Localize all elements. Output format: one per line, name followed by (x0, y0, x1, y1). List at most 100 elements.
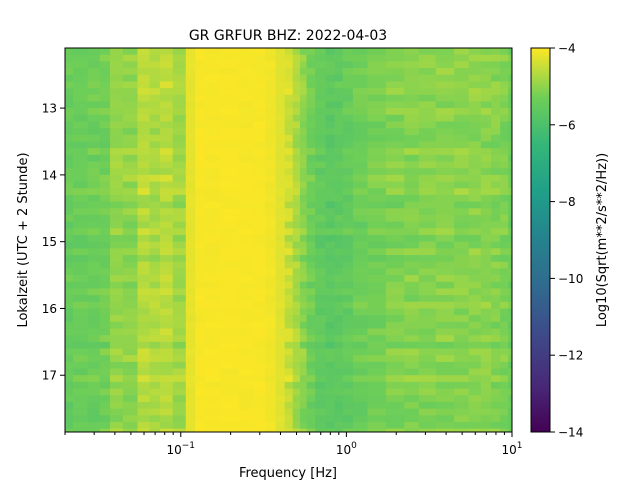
x-tick-base: 10 (501, 443, 516, 457)
heatmap-cell (204, 308, 221, 316)
heatmap-cell (306, 234, 316, 243)
heatmap-cell (508, 361, 513, 369)
heatmap-cell (284, 361, 294, 369)
heatmap-cell (265, 388, 277, 396)
heatmap-cell (404, 174, 420, 182)
heatmap-cell (220, 61, 240, 69)
heatmap-cell (418, 61, 437, 69)
heatmap-cell (87, 381, 101, 389)
heatmap-cell (204, 81, 221, 89)
heatmap-cell (284, 194, 294, 202)
heatmap-cell (508, 201, 513, 209)
heatmap-cell (385, 275, 405, 283)
heatmap-cell (159, 114, 174, 122)
heatmap-cell (238, 401, 254, 410)
heatmap-cell (265, 355, 277, 363)
heatmap-cell (73, 348, 89, 356)
heatmap-cell (253, 121, 266, 129)
heatmap-cell (87, 208, 101, 216)
heatmap-cell (292, 408, 301, 416)
heatmap-cell (65, 341, 74, 349)
heatmap-cell (500, 168, 509, 176)
heatmap-cell (342, 415, 354, 423)
heatmap-cell (500, 275, 509, 283)
heatmap-cell (500, 335, 509, 343)
heatmap-cell (500, 415, 509, 423)
heatmap-cell (468, 381, 482, 389)
heatmap-cell (334, 141, 343, 149)
heatmap-cell (468, 328, 482, 336)
heatmap-cell (342, 141, 354, 149)
heatmap-cell (334, 81, 343, 89)
heatmap-cell (265, 148, 277, 156)
heatmap-cell (275, 288, 286, 296)
heatmap-cell (325, 141, 335, 149)
heatmap-cell (468, 181, 482, 189)
heatmap-cell (73, 94, 89, 102)
heatmap-cell (435, 181, 455, 189)
heatmap-cell (508, 381, 513, 389)
heatmap-cell (342, 321, 354, 329)
heatmap-cell (122, 341, 138, 349)
heatmap-cell (265, 234, 277, 243)
heatmap-cell (468, 68, 482, 76)
heatmap-cell (87, 295, 101, 303)
heatmap-cell (352, 401, 368, 410)
heatmap-cell (195, 268, 206, 276)
heatmap-cell (385, 194, 405, 202)
heatmap-cell (480, 161, 492, 169)
heatmap-cell (87, 94, 101, 102)
heatmap-cell (418, 108, 437, 116)
heatmap-cell (220, 54, 240, 62)
heatmap-cell (220, 228, 240, 236)
heatmap-cell (325, 181, 335, 189)
heatmap-cell (315, 355, 326, 363)
heatmap-cell (73, 148, 89, 156)
heatmap-cell (122, 134, 138, 142)
heatmap-cell (65, 161, 74, 169)
heatmap-cell (352, 375, 368, 383)
heatmap-cell (195, 128, 206, 136)
heatmap-cell (122, 375, 138, 383)
heatmap-cell (149, 228, 161, 236)
heatmap-cell (265, 194, 277, 202)
heatmap-cell (480, 108, 492, 116)
heatmap-cell (275, 208, 286, 216)
heatmap-cell (122, 48, 138, 56)
heatmap-cell (367, 181, 387, 189)
heatmap-cell (480, 408, 492, 416)
heatmap-cell (172, 381, 187, 389)
heatmap-cell (73, 134, 89, 142)
heatmap-cell (195, 401, 206, 410)
heatmap-cell (204, 395, 221, 403)
heatmap-cell (325, 415, 335, 423)
heatmap-cell (284, 134, 294, 142)
heatmap-cell (334, 174, 343, 182)
heatmap-cell (265, 421, 277, 430)
heatmap-cell (265, 275, 277, 283)
heatmap-cell (342, 421, 354, 430)
heatmap-cell (195, 101, 206, 109)
heatmap-cell (238, 108, 254, 116)
heatmap-cell (367, 141, 387, 149)
heatmap-cell (65, 241, 74, 249)
heatmap-cell (325, 248, 335, 256)
heatmap-cell (435, 154, 455, 162)
heatmap-cell (325, 208, 335, 216)
heatmap-cell (468, 161, 482, 169)
heatmap-cell (334, 375, 343, 383)
heatmap-cell (315, 248, 326, 256)
heatmap-cell (342, 74, 354, 82)
heatmap-cell (137, 368, 150, 376)
heatmap-cell (306, 221, 316, 229)
heatmap-cell (275, 421, 286, 430)
heatmap-cell (315, 341, 326, 349)
heatmap-cell (367, 428, 387, 433)
heatmap-cell (65, 61, 74, 69)
heatmap-cell (87, 161, 101, 169)
heatmap-cell (185, 61, 196, 69)
heatmap-cell (334, 61, 343, 69)
heatmap-cell (238, 148, 254, 156)
heatmap-cell (275, 355, 286, 363)
heatmap-cell (306, 321, 316, 329)
